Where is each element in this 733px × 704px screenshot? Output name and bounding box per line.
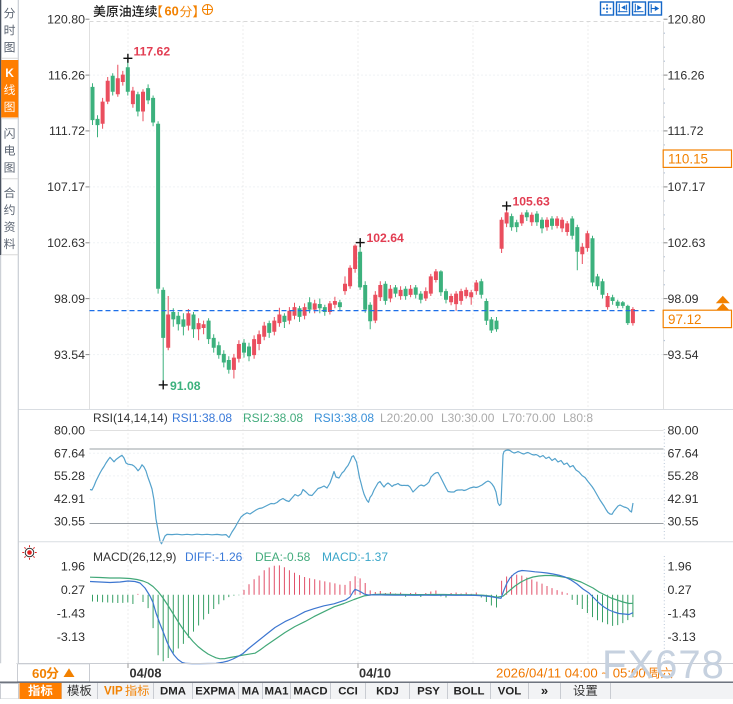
- svg-text:60: 60: [32, 666, 47, 681]
- svg-text:DMA: DMA: [160, 686, 186, 698]
- svg-text:102.63: 102.63: [47, 236, 85, 250]
- svg-text:107.17: 107.17: [668, 180, 706, 194]
- svg-text:120.80: 120.80: [668, 12, 706, 26]
- svg-text:98.09: 98.09: [668, 292, 699, 306]
- svg-text:PSY: PSY: [417, 686, 440, 698]
- svg-text:CCI: CCI: [338, 686, 358, 698]
- svg-text:1.96: 1.96: [61, 560, 85, 574]
- svg-text:116.26: 116.26: [668, 68, 705, 82]
- svg-text:MACD:-1.37: MACD:-1.37: [322, 550, 388, 564]
- svg-text:2026/04/11 04:00 ~ 05:00: 2026/04/11 04:00 ~ 05:00: [496, 666, 646, 681]
- svg-text:-3.13: -3.13: [57, 630, 85, 644]
- svg-text:MACD: MACD: [293, 686, 327, 698]
- svg-text:L80:8: L80:8: [563, 411, 593, 425]
- svg-text:30.55: 30.55: [54, 515, 85, 529]
- svg-text:67.64: 67.64: [668, 446, 699, 460]
- svg-text:1.96: 1.96: [668, 560, 692, 574]
- svg-text:KDJ: KDJ: [376, 686, 399, 698]
- svg-text:105.63: 105.63: [513, 195, 550, 209]
- svg-text:RSI3:38.08: RSI3:38.08: [314, 411, 374, 425]
- svg-text:110.15: 110.15: [668, 152, 708, 167]
- svg-text:0.27: 0.27: [668, 583, 692, 597]
- svg-text:»: »: [541, 683, 548, 698]
- svg-text:55.28: 55.28: [668, 469, 699, 483]
- svg-text:04/08: 04/08: [129, 666, 161, 681]
- svg-text:MA: MA: [242, 686, 260, 698]
- svg-text:BOLL: BOLL: [453, 686, 484, 698]
- svg-text:42.91: 42.91: [54, 492, 85, 506]
- svg-text:EXPMA: EXPMA: [195, 686, 236, 698]
- svg-text:04/10: 04/10: [359, 666, 391, 681]
- svg-text:RSI(14,14,14): RSI(14,14,14): [93, 411, 168, 425]
- svg-text:42.91: 42.91: [668, 492, 699, 506]
- svg-text:102.64: 102.64: [367, 231, 404, 245]
- svg-text:80.00: 80.00: [668, 424, 699, 438]
- svg-text:93.54: 93.54: [54, 348, 85, 362]
- svg-text:K: K: [5, 66, 14, 80]
- svg-text:102.63: 102.63: [668, 236, 706, 250]
- svg-text:MACD(26,12,9): MACD(26,12,9): [93, 550, 176, 564]
- svg-text:MA1: MA1: [264, 686, 289, 698]
- svg-text:120.80: 120.80: [47, 12, 85, 26]
- svg-text:98.09: 98.09: [54, 292, 85, 306]
- svg-text:L20:20.00: L20:20.00: [380, 411, 434, 425]
- svg-text:RSI2:38.08: RSI2:38.08: [243, 411, 303, 425]
- svg-text:80.00: 80.00: [54, 424, 85, 438]
- svg-text:117.62: 117.62: [134, 45, 171, 59]
- svg-text:VIP: VIP: [104, 685, 123, 698]
- svg-text:67.64: 67.64: [54, 446, 85, 460]
- svg-text:DIFF:-1.26: DIFF:-1.26: [185, 550, 243, 564]
- svg-text:-1.43: -1.43: [57, 607, 85, 621]
- svg-text:60: 60: [165, 4, 179, 19]
- svg-text:-1.43: -1.43: [668, 607, 696, 621]
- svg-text:30.55: 30.55: [668, 515, 699, 529]
- svg-text:FX678: FX678: [602, 643, 725, 687]
- svg-text:RSI1:38.08: RSI1:38.08: [172, 411, 232, 425]
- svg-text:-3.13: -3.13: [668, 630, 696, 644]
- svg-text:0.27: 0.27: [61, 583, 85, 597]
- svg-text:55.28: 55.28: [54, 469, 85, 483]
- svg-text:93.54: 93.54: [668, 348, 699, 362]
- svg-text:97.12: 97.12: [668, 312, 702, 327]
- svg-text:L70:70.00: L70:70.00: [502, 411, 556, 425]
- svg-text:111.72: 111.72: [49, 124, 85, 138]
- svg-text:116.26: 116.26: [48, 68, 85, 82]
- svg-text:91.08: 91.08: [170, 379, 201, 393]
- svg-text:L30:30.00: L30:30.00: [441, 411, 495, 425]
- svg-text:VOL: VOL: [498, 686, 521, 698]
- svg-text:107.17: 107.17: [47, 180, 85, 194]
- svg-text:DEA:-0.58: DEA:-0.58: [255, 550, 311, 564]
- svg-text:111.72: 111.72: [668, 124, 704, 138]
